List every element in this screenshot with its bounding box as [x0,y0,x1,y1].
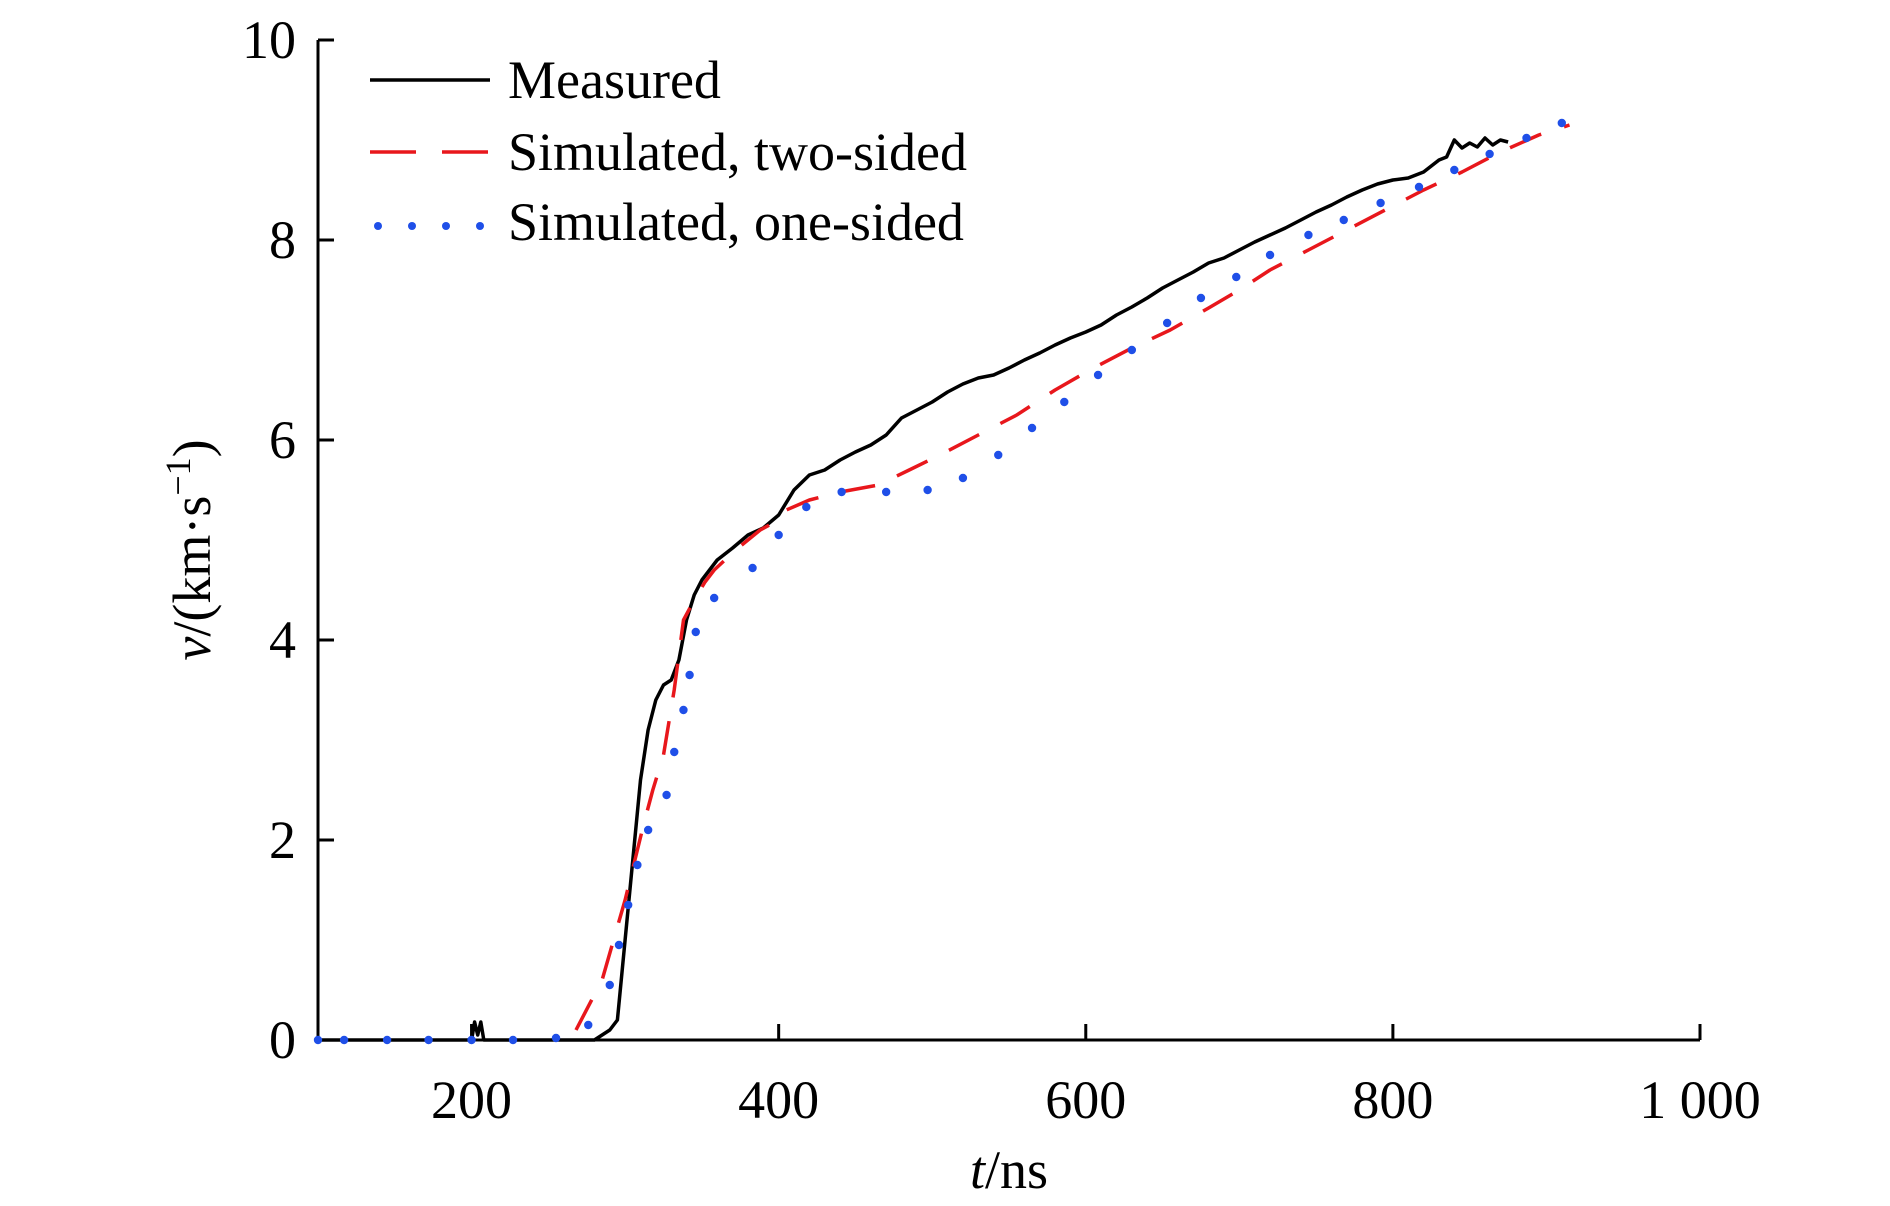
legend-label: Measured [508,50,721,110]
data-point [670,747,679,757]
x-tick-label: 200 [431,1070,512,1130]
data-point [424,1035,433,1045]
data-point [633,860,642,870]
data-point [1060,397,1069,407]
data-point [1127,345,1137,355]
data-point [1376,198,1385,208]
x-tick-label: 800 [1352,1070,1433,1130]
y-axis-title: v/(km·s−1) [158,439,222,660]
y-tick-label: 0 [269,1010,296,1070]
data-point [1196,293,1206,303]
data-point [1232,272,1241,282]
data-point [881,487,891,497]
data-point [623,900,633,910]
series-measured-line [318,136,1509,1042]
legend-swatch-dot [476,222,484,230]
y-tick-label: 10 [242,10,296,70]
data-point [1027,423,1037,433]
data-point [1557,118,1567,128]
data-point [748,563,757,573]
series-simulated-two-sided-line [574,123,1571,1031]
data-point [643,825,653,835]
data-point [679,705,688,715]
data-point [605,980,614,990]
data-point [339,1035,349,1045]
y-tick-label: 8 [269,210,296,270]
legend: Measured Simulated, two-sided Simulated, o… [370,50,967,252]
data-point [774,530,783,540]
legend-swatch-dot [374,222,382,230]
x-tick-label: 600 [1045,1070,1126,1130]
data-point [584,1020,593,1030]
legend-swatch-dot [442,222,450,230]
data-point [614,940,624,950]
y-tick-label: 4 [269,610,296,670]
data-point [958,473,968,483]
axes: 200 400 600 800 1 000 0 2 4 6 8 10 t/ns v/(km·s−1) [158,10,1761,1200]
data-point [1304,230,1313,240]
data-point [923,485,932,495]
data-point [382,1035,392,1045]
data-point [1339,215,1348,225]
data-point [1414,182,1424,192]
y-tick-label: 2 [269,810,296,870]
data-point [313,1035,323,1045]
data-point [662,790,671,800]
data-point [551,1033,561,1043]
plot-area [313,118,1571,1045]
legend-item-measured: Measured [370,50,721,110]
data-point [709,593,719,603]
data-point [1093,370,1103,380]
data-point [837,487,846,497]
data-point [1522,133,1531,143]
legend-label: Simulated, two-sided [508,122,967,182]
data-point [994,450,1003,460]
x-tick-label: 400 [738,1070,819,1130]
data-point [691,627,700,637]
series-simulated-one-sided [313,118,1567,1045]
data-point [685,670,694,680]
y-tick-label: 6 [269,410,296,470]
x-axis-title: t/ns [970,1140,1048,1200]
data-point [1265,250,1275,260]
data-point [1162,318,1172,328]
x-tick-label: 1 000 [1639,1070,1761,1130]
data-point [467,1035,476,1045]
legend-swatch-dot [408,222,416,230]
legend-item-simulated-one-sided: Simulated, one-sided [374,192,964,252]
data-point [1485,149,1494,159]
data-point [1450,165,1459,175]
data-point [508,1035,518,1045]
legend-item-simulated-two-sided: Simulated, two-sided [370,122,967,182]
data-point [802,502,811,512]
legend-label: Simulated, one-sided [508,192,964,252]
